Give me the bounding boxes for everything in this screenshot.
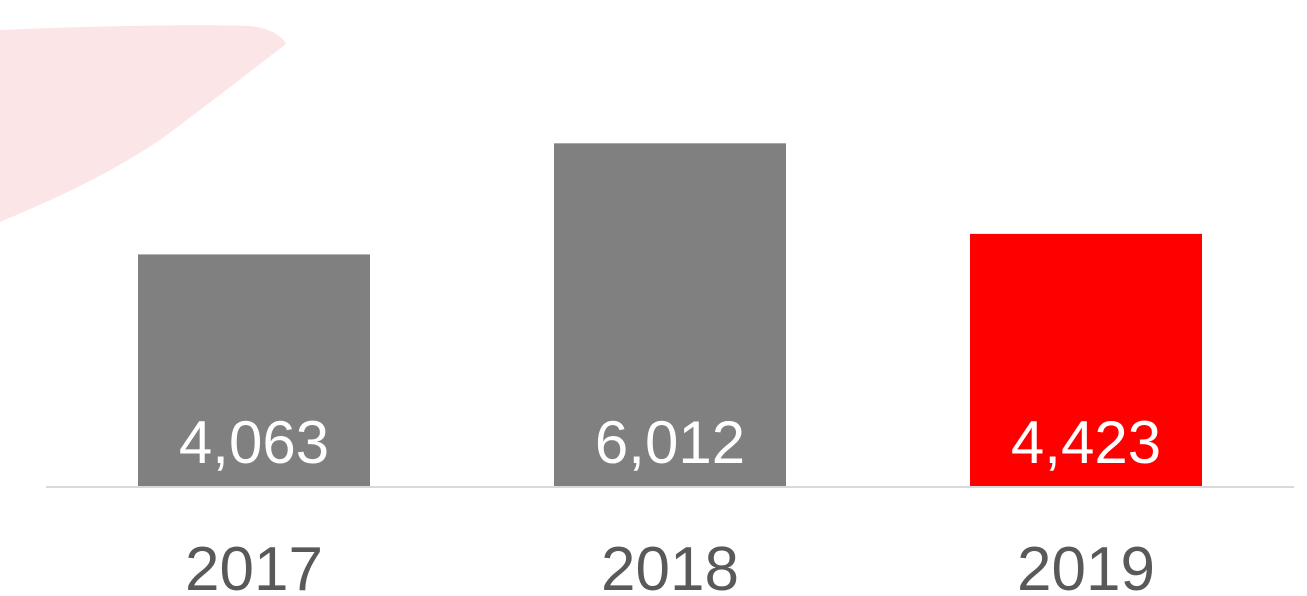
data-label-2017: 4,063	[179, 409, 329, 476]
x-tick-label-2019: 2019	[1017, 535, 1155, 596]
bars-layer	[138, 143, 1202, 487]
background-decoration-shape	[0, 25, 286, 222]
bar-2018	[554, 143, 786, 487]
data-label-2018: 6,012	[595, 409, 745, 476]
bar-2019	[970, 233, 1202, 486]
x-tick-label-2018: 2018	[601, 535, 739, 596]
labels-layer: 4,063 2017 6,012 2018 4,423 2019	[179, 409, 1161, 596]
x-tick-label-2017: 2017	[185, 535, 323, 596]
data-label-2019: 4,423	[1011, 409, 1161, 476]
bar-2017	[138, 254, 370, 486]
